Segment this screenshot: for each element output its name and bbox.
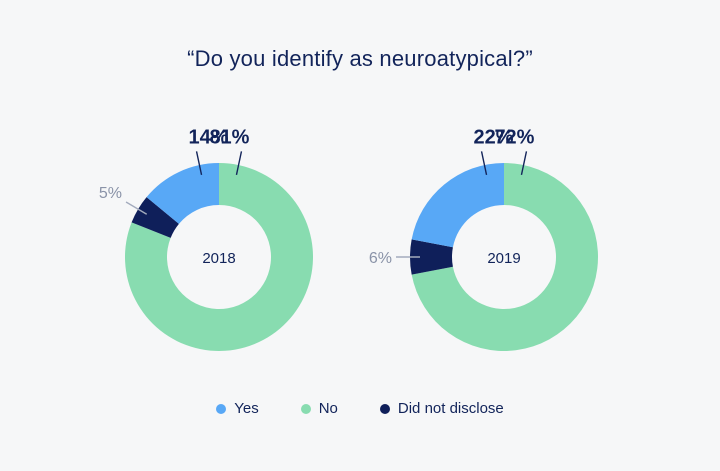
leader-line-no <box>235 151 243 175</box>
leader-line-did-not-disclose <box>125 201 148 215</box>
donut-slice-did-not-disclose <box>410 239 453 275</box>
legend-label-yes: Yes <box>234 400 259 417</box>
value-label-did-not-disclose: 6% <box>369 250 392 267</box>
donut-slice-yes <box>146 163 219 224</box>
donut-slice-no <box>125 163 313 351</box>
value-label-no: 81% <box>209 126 249 148</box>
chart-title: “Do you identify as neuroatypical?” <box>187 46 533 71</box>
donut-slice-no <box>411 163 599 351</box>
donut-center-label: 2019 <box>487 250 520 267</box>
donut-slice-did-not-disclose <box>131 197 179 238</box>
legend-swatch-yes <box>216 403 227 414</box>
legend-label-no: No <box>318 400 338 417</box>
legend-label-did-not-disclose: Did not disclose <box>397 400 504 417</box>
value-label-yes: 14% <box>189 126 229 148</box>
legend-item-did-not-disclose: Did not disclose <box>379 400 504 417</box>
leader-line-no <box>520 151 528 175</box>
legend-item-yes: Yes <box>216 400 259 417</box>
leader-line-yes <box>480 151 488 175</box>
donut-slice-yes <box>411 163 504 248</box>
legend: Yes No Did not disclose <box>0 400 720 417</box>
legend-item-no: No <box>300 400 338 417</box>
value-label-no: 72% <box>494 126 534 148</box>
value-label-did-not-disclose: 5% <box>99 185 122 202</box>
legend-swatch-did-not-disclose <box>379 403 390 414</box>
legend-swatch-no <box>300 403 311 414</box>
donut-center-label: 2018 <box>202 250 235 267</box>
value-label-yes: 22% <box>474 126 514 148</box>
leader-line-yes <box>195 151 203 175</box>
